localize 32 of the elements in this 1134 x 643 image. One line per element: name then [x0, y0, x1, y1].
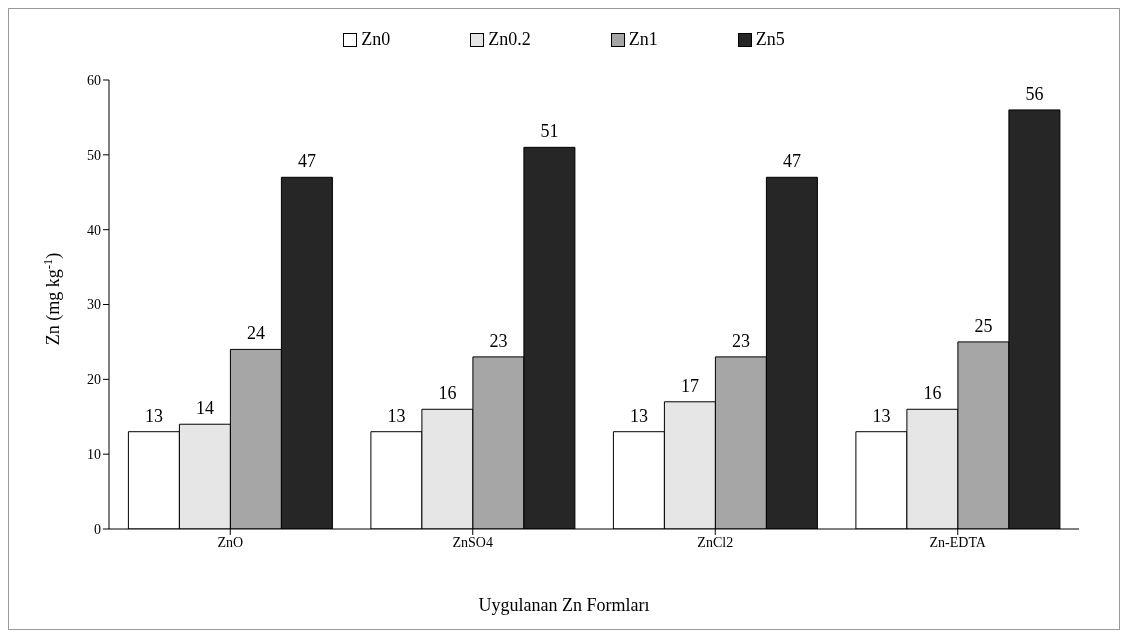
data-label: 51: [540, 121, 559, 142]
y-tick-label: 60: [87, 72, 101, 88]
data-label: 47: [782, 151, 801, 172]
data-label: 13: [387, 405, 406, 426]
y-tick-label: 0: [94, 521, 101, 537]
x-tick-label: ZnCl2: [697, 534, 734, 550]
data-label: 17: [680, 375, 699, 396]
legend-label: Zn0.2: [487, 29, 531, 50]
data-label: 13: [144, 405, 163, 426]
y-tick-label: 20: [87, 372, 101, 388]
x-tick-label: ZnSO4: [452, 534, 493, 550]
data-label: 25: [974, 315, 993, 336]
data-label: 24: [246, 323, 265, 344]
y-tick-label: 40: [87, 222, 101, 238]
data-label: 13: [629, 405, 648, 426]
data-label: 23: [489, 330, 508, 351]
legend-label: Zn1: [627, 29, 658, 50]
legend-label: Zn5: [754, 29, 785, 50]
x-tick-label: ZnO: [217, 534, 244, 550]
legend-label: Zn0: [360, 29, 391, 50]
data-label: 56: [1025, 83, 1044, 104]
data-label: 23: [731, 330, 750, 351]
data-label: 16: [923, 383, 942, 404]
x-tick-label: Zn-EDTA: [929, 534, 987, 550]
data-label: 16: [438, 383, 457, 404]
y-tick-label: 50: [87, 147, 101, 163]
x-axis-title: Uygulanan Zn Formları: [478, 595, 650, 615]
y-tick-label: 10: [87, 447, 101, 463]
y-tick-label: 30: [87, 297, 101, 313]
data-label: 14: [195, 398, 214, 419]
data-label: 47: [297, 151, 316, 172]
data-label: 13: [872, 405, 891, 426]
